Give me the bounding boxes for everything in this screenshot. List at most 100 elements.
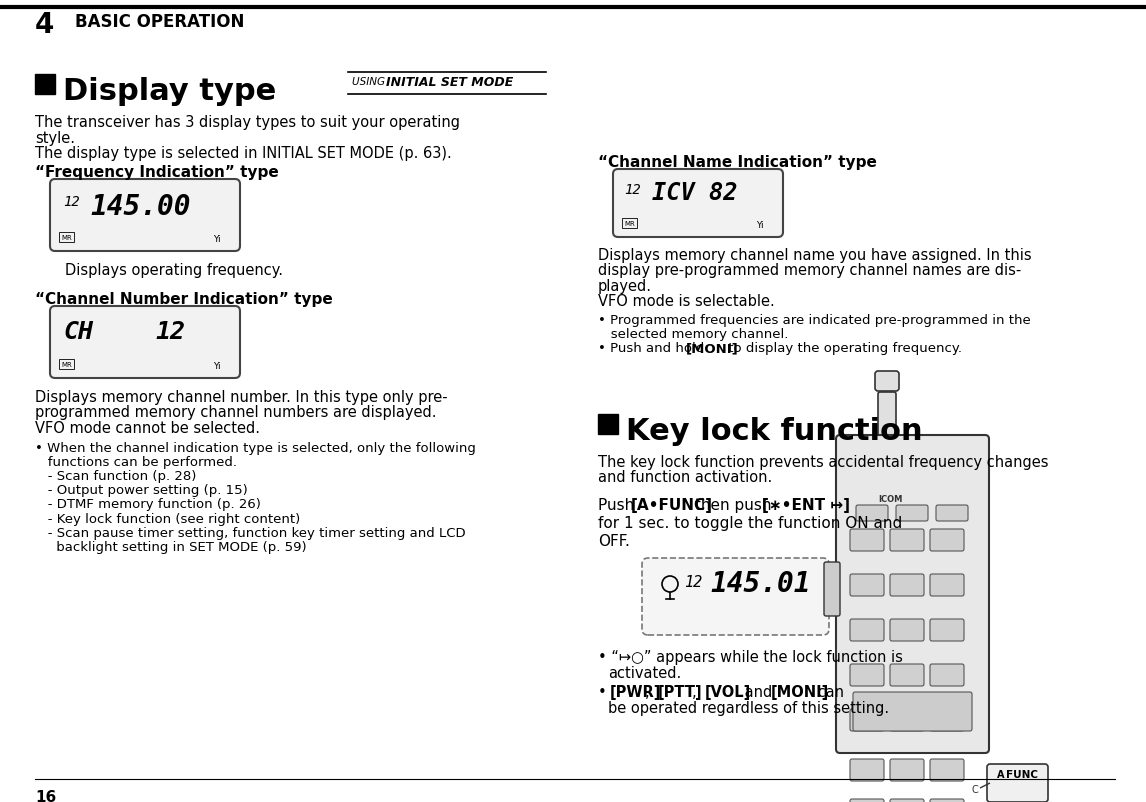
Text: style.: style. — [36, 131, 74, 145]
Text: 145.01: 145.01 — [711, 569, 810, 597]
Text: 145.00: 145.00 — [91, 192, 190, 221]
FancyBboxPatch shape — [856, 505, 888, 521]
Text: FUNC: FUNC — [1006, 769, 1038, 779]
Text: display pre-programmed memory channel names are dis-: display pre-programmed memory channel na… — [598, 263, 1021, 278]
Text: VFO mode is selectable.: VFO mode is selectable. — [598, 294, 775, 309]
FancyBboxPatch shape — [876, 371, 898, 391]
FancyBboxPatch shape — [850, 574, 884, 596]
FancyBboxPatch shape — [850, 709, 884, 731]
Text: ICV 82: ICV 82 — [652, 180, 738, 205]
FancyBboxPatch shape — [50, 306, 240, 379]
Text: • Programmed frequencies are indicated pre-programmed in the: • Programmed frequencies are indicated p… — [598, 314, 1030, 326]
FancyBboxPatch shape — [931, 574, 964, 596]
FancyBboxPatch shape — [850, 759, 884, 781]
Text: functions can be performed.: functions can be performed. — [36, 456, 237, 469]
FancyBboxPatch shape — [987, 764, 1047, 802]
Text: “Channel Name Indication” type: “Channel Name Indication” type — [598, 155, 877, 170]
Text: [MONI]: [MONI] — [771, 684, 829, 699]
FancyBboxPatch shape — [824, 562, 840, 616]
Text: programmed memory channel numbers are displayed.: programmed memory channel numbers are di… — [36, 405, 437, 420]
Text: activated.: activated. — [609, 665, 681, 680]
Text: and function activation.: and function activation. — [598, 470, 772, 485]
Text: Displays memory channel number. In this type only pre-: Displays memory channel number. In this … — [36, 390, 448, 404]
Text: - Scan function (p. 28): - Scan function (p. 28) — [36, 470, 196, 483]
FancyBboxPatch shape — [890, 619, 924, 642]
Text: Display type: Display type — [63, 77, 276, 106]
FancyBboxPatch shape — [853, 692, 972, 731]
Text: The display type is selected in INITIAL SET MODE (p. 63).: The display type is selected in INITIAL … — [36, 146, 452, 160]
Text: ,: , — [692, 684, 701, 699]
Text: selected memory channel.: selected memory channel. — [598, 327, 788, 341]
Text: • Push and hold: • Push and hold — [598, 342, 708, 354]
Text: The key lock function prevents accidental frequency changes: The key lock function prevents accidenta… — [598, 455, 1049, 469]
Text: MR: MR — [61, 235, 72, 241]
Text: • “↦○” appears while the lock function is: • “↦○” appears while the lock function i… — [598, 649, 903, 664]
Text: be operated regardless of this setting.: be operated regardless of this setting. — [609, 700, 889, 715]
FancyBboxPatch shape — [850, 619, 884, 642]
FancyBboxPatch shape — [613, 170, 783, 237]
Text: - Key lock function (see right content): - Key lock function (see right content) — [36, 512, 300, 525]
Text: MR: MR — [625, 221, 635, 227]
Text: 16: 16 — [36, 789, 56, 802]
Text: 12: 12 — [684, 574, 702, 589]
Text: “Frequency Indication” type: “Frequency Indication” type — [36, 164, 278, 180]
FancyBboxPatch shape — [890, 799, 924, 802]
FancyBboxPatch shape — [931, 619, 964, 642]
Text: 4: 4 — [36, 11, 54, 39]
FancyBboxPatch shape — [890, 709, 924, 731]
Text: INITIAL SET MODE: INITIAL SET MODE — [386, 76, 513, 89]
FancyBboxPatch shape — [50, 180, 240, 252]
Text: and: and — [740, 684, 777, 699]
Text: VFO mode cannot be selected.: VFO mode cannot be selected. — [36, 420, 260, 435]
Text: CH: CH — [63, 320, 93, 343]
FancyBboxPatch shape — [850, 799, 884, 802]
Text: A: A — [997, 769, 1005, 779]
Text: ,: , — [645, 684, 654, 699]
Circle shape — [662, 577, 678, 592]
FancyBboxPatch shape — [931, 799, 964, 802]
Text: backlight setting in SET MODE (p. 59): backlight setting in SET MODE (p. 59) — [36, 540, 307, 553]
Text: 12: 12 — [155, 320, 185, 343]
Text: [VOL]: [VOL] — [705, 684, 751, 699]
Text: • When the channel indication type is selected, only the following: • When the channel indication type is se… — [36, 442, 476, 455]
FancyBboxPatch shape — [931, 529, 964, 551]
Text: can: can — [813, 684, 843, 699]
FancyBboxPatch shape — [936, 505, 968, 521]
Text: C: C — [972, 784, 979, 794]
Text: Yi: Yi — [213, 362, 221, 371]
Text: Displays memory channel name you have assigned. In this: Displays memory channel name you have as… — [598, 248, 1031, 263]
Text: 12: 12 — [625, 183, 641, 196]
Text: [∗•ENT ↦]: [∗•ENT ↦] — [762, 497, 850, 512]
FancyBboxPatch shape — [931, 664, 964, 687]
Text: •: • — [598, 684, 606, 699]
FancyBboxPatch shape — [896, 505, 928, 521]
Text: Key lock function: Key lock function — [626, 416, 923, 445]
FancyBboxPatch shape — [890, 529, 924, 551]
Bar — [36, 75, 55, 95]
Text: - Output power setting (p. 15): - Output power setting (p. 15) — [36, 484, 248, 497]
Text: - DTMF memory function (p. 26): - DTMF memory function (p. 26) — [36, 498, 261, 511]
Text: [PWR]: [PWR] — [610, 684, 661, 699]
Text: for 1 sec. to toggle the function ON and: for 1 sec. to toggle the function ON and — [598, 516, 902, 530]
Text: “Channel Number Indication” type: “Channel Number Indication” type — [36, 292, 332, 306]
Text: Yi: Yi — [213, 235, 221, 244]
FancyBboxPatch shape — [931, 759, 964, 781]
Text: ICOM: ICOM — [878, 494, 902, 504]
Text: USING: USING — [352, 77, 388, 87]
Text: [MONI]: [MONI] — [686, 342, 739, 354]
FancyBboxPatch shape — [890, 759, 924, 781]
FancyBboxPatch shape — [931, 709, 964, 731]
FancyBboxPatch shape — [850, 664, 884, 687]
Text: Displays operating frequency.: Displays operating frequency. — [65, 263, 283, 277]
FancyBboxPatch shape — [890, 664, 924, 687]
Text: played.: played. — [598, 278, 652, 294]
Text: [A•FUNC]: [A•FUNC] — [630, 497, 713, 512]
Text: BASIC OPERATION: BASIC OPERATION — [74, 13, 244, 31]
Text: [PTT]: [PTT] — [658, 684, 702, 699]
FancyBboxPatch shape — [878, 392, 896, 441]
FancyBboxPatch shape — [642, 558, 829, 635]
Text: then push: then push — [691, 497, 777, 512]
Text: 12: 12 — [63, 195, 80, 209]
FancyBboxPatch shape — [835, 435, 989, 753]
Text: The transceiver has 3 display types to suit your operating: The transceiver has 3 display types to s… — [36, 115, 460, 130]
